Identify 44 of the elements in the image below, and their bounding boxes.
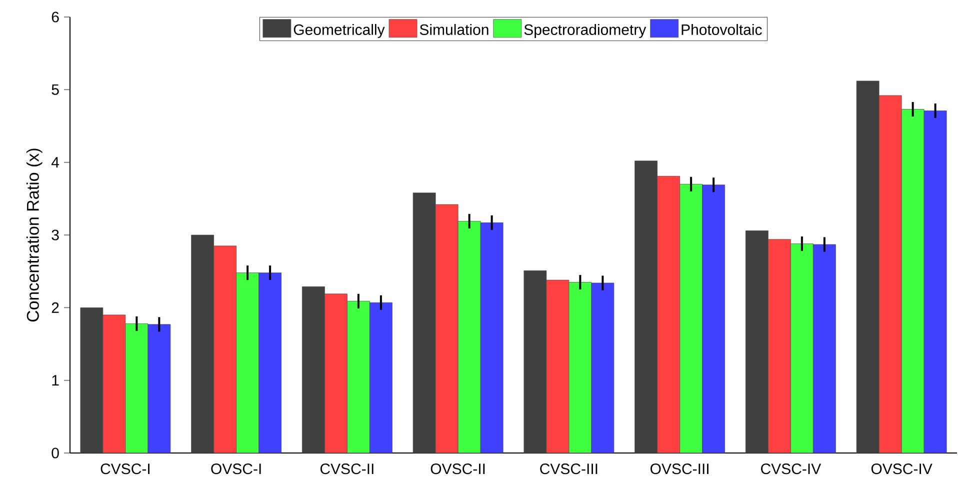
x-tick-label: CVSC-II [320, 464, 374, 474]
bar [591, 282, 614, 453]
bar [148, 324, 171, 453]
y-axis-title: Concentration Ratio (x) [26, 148, 42, 322]
bar [369, 302, 392, 453]
bar [812, 244, 836, 453]
bar [546, 280, 570, 453]
y-tick-label: 2 [52, 302, 59, 313]
legend-label: Simulation [420, 24, 488, 35]
legend-label: Photovoltaic [682, 24, 762, 35]
x-tick-label: CVSC-I [100, 464, 150, 474]
bar [258, 272, 282, 453]
bar [878, 95, 902, 453]
bar [346, 300, 370, 453]
bar [680, 184, 703, 453]
bar [435, 204, 458, 453]
x-tick-label: OVSC-III [650, 464, 708, 474]
y-tick-label: 0 [52, 448, 59, 458]
bar [901, 109, 924, 453]
bar [236, 272, 260, 453]
bar [125, 323, 148, 453]
x-tick-label: CVSC-IV [761, 464, 822, 474]
bar [214, 246, 237, 453]
legend-label: Geometrically [294, 24, 385, 38]
y-tick-label: 6 [52, 12, 59, 22]
bar [480, 222, 504, 453]
legend-label: Spectroradiometry [524, 24, 646, 38]
y-tick-label: 1 [52, 375, 59, 386]
bar [702, 184, 726, 453]
bar [790, 244, 814, 453]
bar [657, 176, 680, 453]
bar [458, 220, 481, 453]
x-tick-label: OVSC-I [211, 464, 261, 474]
bar [102, 314, 126, 453]
bar [924, 110, 947, 453]
bar [568, 282, 592, 453]
y-tick-label: 3 [52, 230, 59, 240]
bar [768, 239, 791, 453]
y-tick-label: 5 [52, 84, 59, 95]
y-tick-label: 4 [51, 157, 60, 168]
bar [324, 294, 348, 453]
x-tick-label: OVSC-II [430, 464, 485, 474]
x-tick-label: CVSC-III [540, 464, 598, 474]
x-tick-label: OVSC-IV [871, 464, 932, 474]
